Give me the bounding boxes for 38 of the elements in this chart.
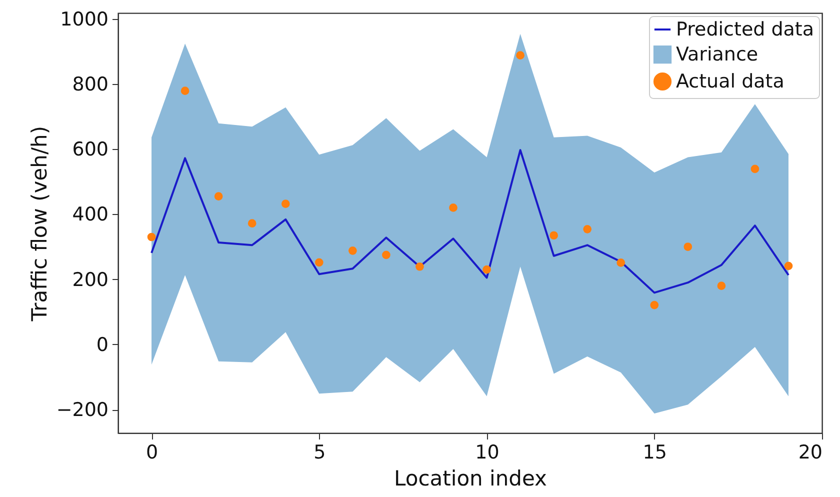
x-tick-label: 0: [146, 442, 158, 464]
y-tick-label: 0: [96, 334, 108, 356]
point: [717, 282, 726, 290]
y-axis-title: Traffic flow (veh/h): [27, 126, 52, 322]
y-tick-label: 1000: [60, 8, 108, 30]
point: [147, 232, 156, 242]
y-tick-label: −200: [56, 399, 108, 422]
x-tick-label: 10: [475, 442, 500, 464]
point: [616, 258, 626, 267]
point: [416, 262, 424, 271]
legend-label: Variance: [676, 44, 758, 66]
x-axis-title: Location index: [394, 466, 547, 490]
point: [281, 200, 290, 208]
point: [180, 86, 190, 95]
point: [583, 225, 592, 234]
line-series: [150, 149, 790, 294]
point: [684, 242, 692, 251]
point: [784, 262, 793, 270]
legend-label: Predicted data: [676, 18, 814, 40]
point: [449, 204, 458, 212]
x-tick-label: 5: [314, 442, 326, 464]
y-tick-label: 600: [72, 138, 108, 161]
y-tick-label: 400: [72, 204, 108, 226]
point: [248, 219, 256, 228]
point: [314, 258, 324, 267]
point: [482, 265, 491, 274]
point: [750, 164, 760, 174]
legend-label: Actual data: [676, 70, 784, 92]
point: [650, 300, 659, 310]
point: [550, 231, 558, 240]
point: [382, 250, 390, 260]
x-tick-label: 15: [642, 442, 667, 464]
y-tick-label: 200: [72, 268, 108, 291]
point: [214, 192, 223, 200]
point: [348, 246, 357, 255]
point: [516, 51, 524, 60]
x-tick-label: 20: [798, 442, 822, 464]
y-tick-label: 800: [72, 73, 108, 96]
